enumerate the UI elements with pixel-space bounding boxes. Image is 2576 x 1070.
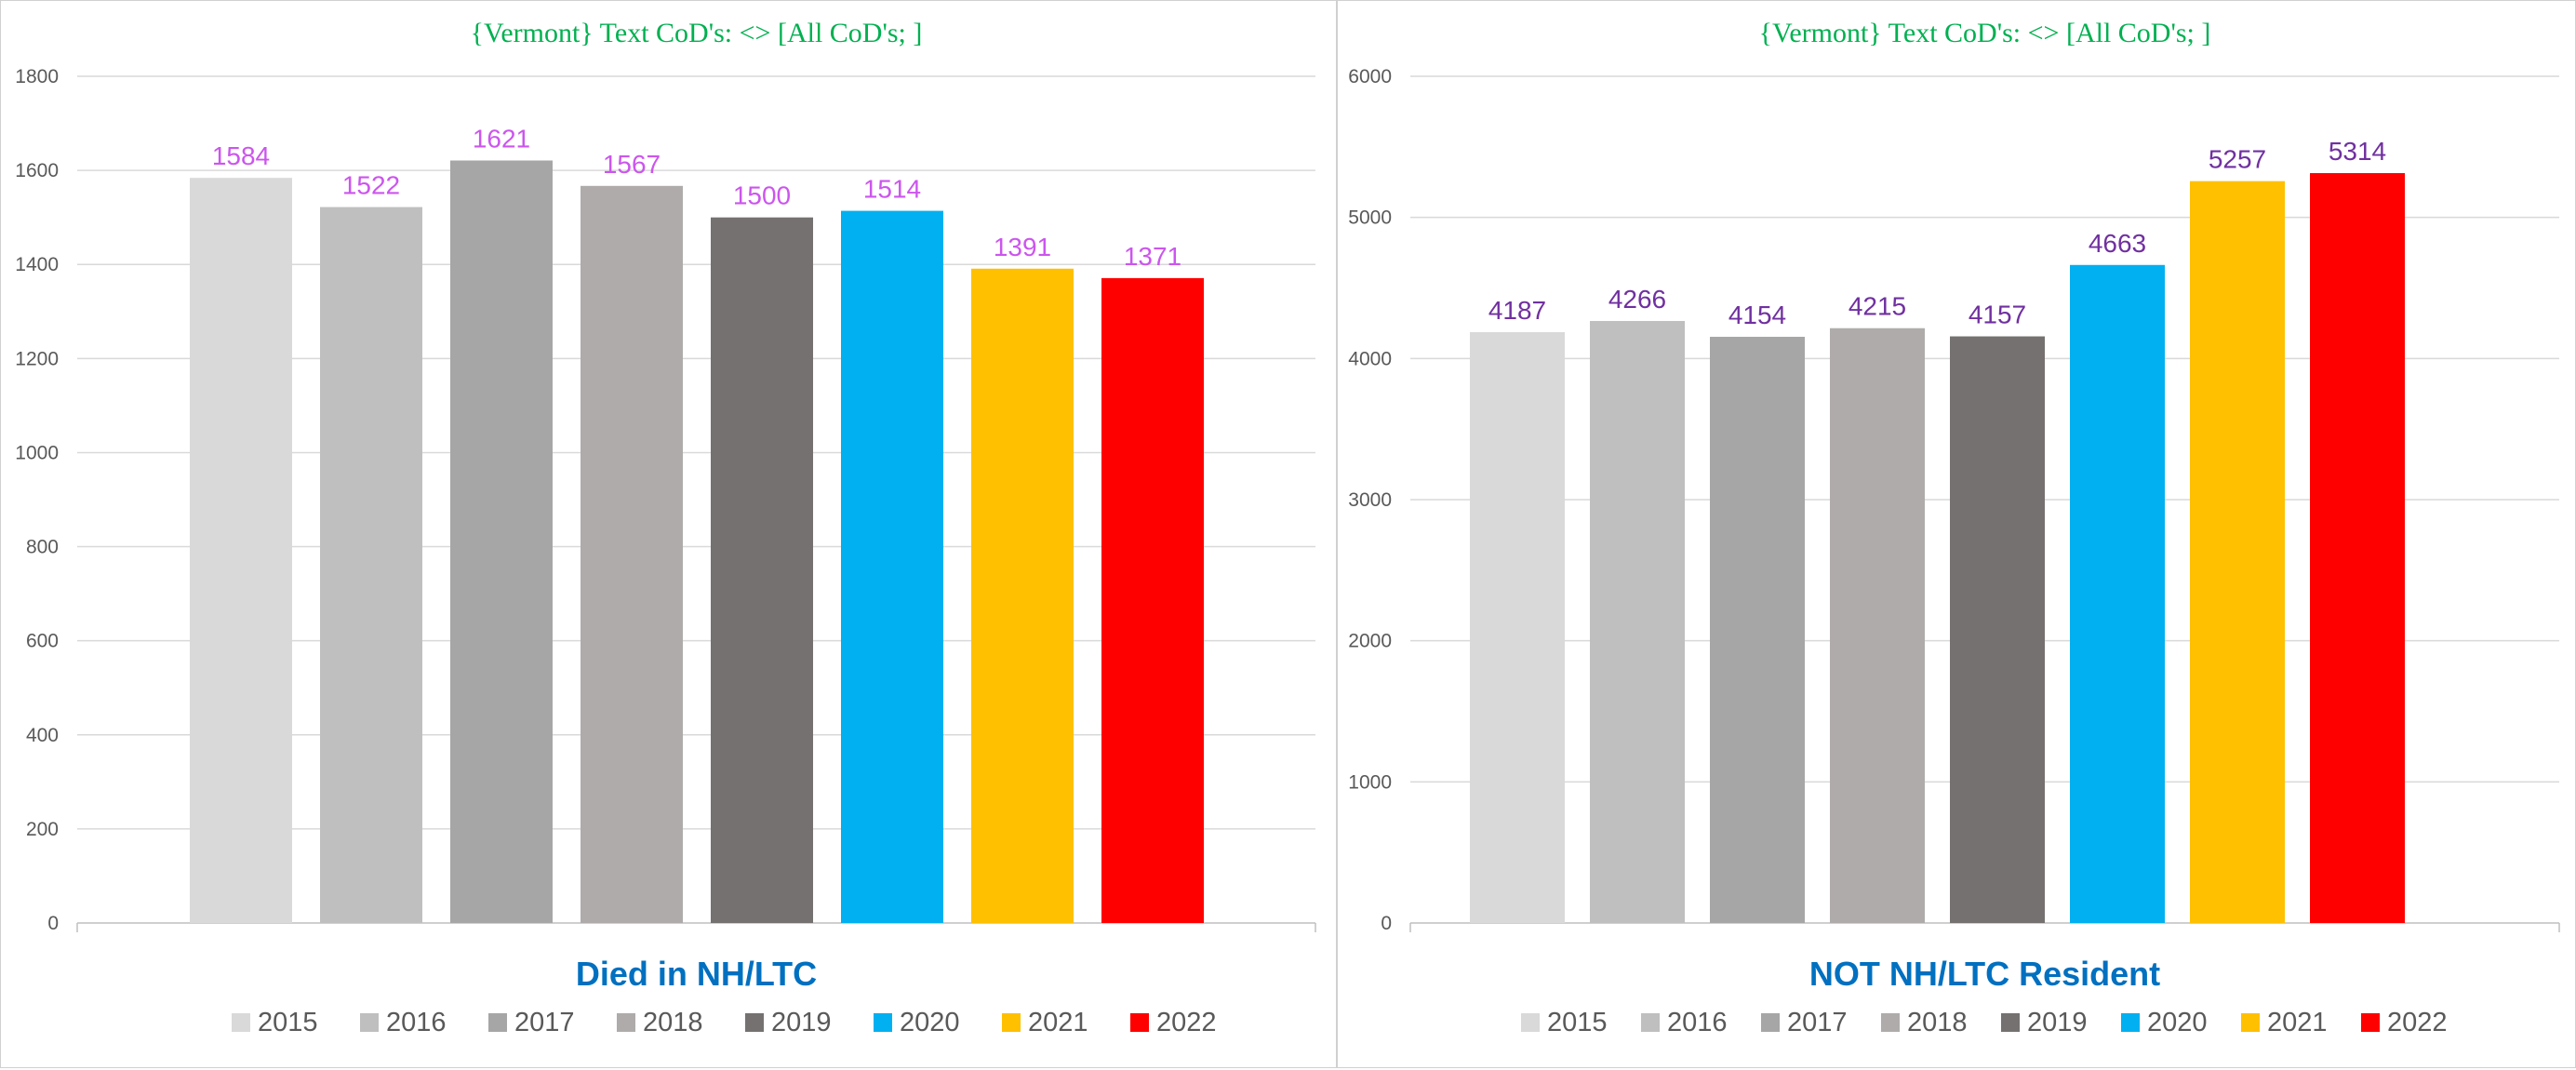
bar-2019	[711, 217, 813, 923]
data-label-2017: 1621	[473, 124, 530, 153]
y-tick-label: 0	[47, 913, 59, 934]
data-label-2021: 5257	[2209, 145, 2266, 174]
y-tick-label: 6000	[1348, 66, 1392, 87]
legend-swatch-2019	[745, 1013, 764, 1032]
legend-label-2018: 2018	[643, 1008, 703, 1037]
legend-label-2015: 2015	[258, 1008, 318, 1037]
data-label-2017: 4154	[1728, 301, 1786, 329]
legend-label-2017: 2017	[1787, 1008, 1848, 1037]
bar-2017	[450, 160, 553, 923]
x-axis-label: NOT NH/LTC Resident	[1809, 955, 2160, 993]
y-tick-label: 600	[26, 631, 59, 652]
y-tick-label: 1200	[15, 348, 59, 369]
y-tick-label: 1800	[15, 66, 59, 87]
legend-label-2019: 2019	[771, 1008, 832, 1037]
data-label-2020: 1514	[863, 175, 921, 204]
legend-label-2016: 2016	[1667, 1008, 1728, 1037]
bar-2017	[1710, 336, 1805, 923]
bar-2021	[971, 268, 1074, 923]
bar-2016	[1590, 320, 1685, 923]
bar-2018	[1830, 328, 1925, 924]
legend-label-2018: 2018	[1907, 1008, 1968, 1037]
bar-2016	[320, 207, 422, 924]
legend-swatch-2016	[360, 1013, 379, 1032]
legend-swatch-2018	[617, 1013, 635, 1032]
bar-2020	[841, 210, 943, 924]
legend-swatch-2021	[1002, 1013, 1021, 1032]
y-tick-label: 1000	[15, 442, 59, 463]
data-label-2018: 4215	[1849, 292, 1906, 321]
chart-title: {Vermont} Text CoD's: <> [All CoD's; ]	[1759, 18, 2211, 48]
legend-swatch-2022	[2361, 1013, 2380, 1032]
y-tick-label: 5000	[1348, 207, 1392, 229]
chart-title: {Vermont} Text CoD's: <> [All CoD's; ]	[471, 18, 923, 48]
legend-swatch-2015	[1521, 1013, 1540, 1032]
data-label-2016: 1522	[342, 171, 400, 200]
legend-label-2020: 2020	[900, 1008, 960, 1037]
data-label-2019: 4157	[1969, 301, 2026, 329]
y-tick-label: 1400	[15, 254, 59, 275]
bar-2019	[1950, 336, 2045, 923]
data-label-2022: 1371	[1124, 242, 1181, 271]
data-label-2018: 1567	[603, 150, 661, 179]
legend-label-2022: 2022	[1156, 1008, 1217, 1037]
legend-label-2021: 2021	[2267, 1008, 2328, 1037]
legend-swatch-2017	[1761, 1013, 1780, 1032]
chart-nh-ltc: {Vermont} Text CoD's: <> [All CoD's; ] 0 2…	[15, 18, 1316, 1037]
chart-panel-right: {Vermont} Text CoD's: <> [All CoD's; ] 0 1…	[1337, 0, 2576, 1068]
y-tick-label: 800	[26, 537, 59, 558]
data-label-2015: 4187	[1488, 296, 1546, 325]
data-label-2022: 5314	[2329, 137, 2386, 166]
legend-swatch-2015	[232, 1013, 250, 1032]
bar-2021	[2190, 181, 2285, 923]
bar-2020	[2070, 264, 2165, 923]
legend-label-2019: 2019	[2027, 1008, 2088, 1037]
y-tick-label: 1600	[15, 160, 59, 181]
legend-swatch-2019	[2001, 1013, 2020, 1032]
bar-2022	[2310, 173, 2405, 923]
y-tick-label: 3000	[1348, 489, 1392, 511]
y-tick-label: 400	[26, 725, 59, 746]
data-label-2019: 1500	[733, 181, 791, 210]
y-tick-label: 1000	[1348, 771, 1392, 793]
legend-swatch-2017	[488, 1013, 507, 1032]
data-label-2015: 1584	[212, 141, 270, 170]
bar-2015	[1470, 331, 1565, 923]
legend-label-2017: 2017	[514, 1008, 575, 1037]
legend-label-2022: 2022	[2387, 1008, 2448, 1037]
legend-label-2021: 2021	[1028, 1008, 1088, 1037]
chart-panel-left: {Vermont} Text CoD's: <> [All CoD's; ] 0 2…	[0, 0, 1337, 1068]
chart-not-nh-ltc: {Vermont} Text CoD's: <> [All CoD's; ] 0 1…	[1348, 18, 2560, 1037]
legend-swatch-2016	[1641, 1013, 1660, 1032]
y-tick-label: 0	[1381, 913, 1392, 934]
legend-swatch-2021	[2241, 1013, 2260, 1032]
y-tick-label: 200	[26, 819, 59, 840]
legend-swatch-2020	[2121, 1013, 2140, 1032]
bar-2015	[190, 178, 292, 923]
bar-2022	[1101, 277, 1204, 924]
y-tick-label: 4000	[1348, 348, 1392, 369]
y-tick-label: 2000	[1348, 631, 1392, 652]
bar-2018	[581, 185, 683, 924]
legend-label-2016: 2016	[386, 1008, 447, 1037]
legend-swatch-2020	[874, 1013, 892, 1032]
data-label-2021: 1391	[994, 233, 1051, 261]
x-axis-label: Died in NH/LTC	[576, 955, 817, 993]
legend-swatch-2022	[1130, 1013, 1149, 1032]
legend-label-2015: 2015	[1547, 1008, 1608, 1037]
legend-label-2020: 2020	[2147, 1008, 2208, 1037]
data-label-2020: 4663	[2089, 229, 2146, 258]
data-label-2016: 4266	[1608, 285, 1666, 314]
legend-swatch-2018	[1881, 1013, 1900, 1032]
